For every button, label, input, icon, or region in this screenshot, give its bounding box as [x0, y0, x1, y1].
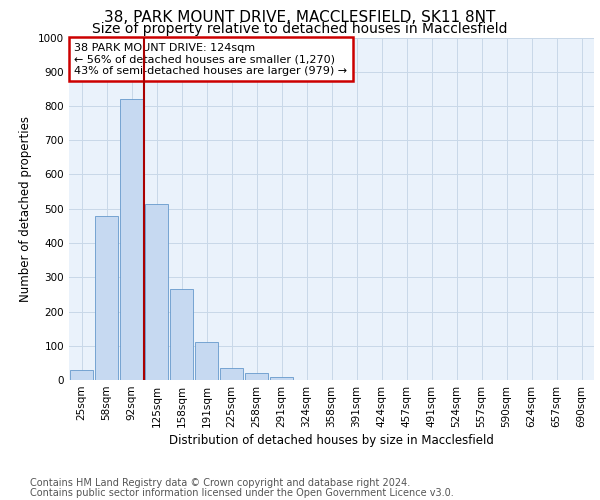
Text: 38, PARK MOUNT DRIVE, MACCLESFIELD, SK11 8NT: 38, PARK MOUNT DRIVE, MACCLESFIELD, SK11…	[104, 10, 496, 25]
Bar	[194, 342, 218, 380]
Bar	[95, 216, 118, 380]
Bar	[119, 99, 143, 380]
X-axis label: Distribution of detached houses by size in Macclesfield: Distribution of detached houses by size …	[169, 434, 494, 447]
Bar	[170, 289, 193, 380]
Text: 38 PARK MOUNT DRIVE: 124sqm
← 56% of detached houses are smaller (1,270)
43% of : 38 PARK MOUNT DRIVE: 124sqm ← 56% of det…	[74, 42, 347, 76]
Y-axis label: Number of detached properties: Number of detached properties	[19, 116, 32, 302]
Text: Contains HM Land Registry data © Crown copyright and database right 2024.: Contains HM Land Registry data © Crown c…	[30, 478, 410, 488]
Bar	[70, 370, 94, 380]
Text: Contains public sector information licensed under the Open Government Licence v3: Contains public sector information licen…	[30, 488, 454, 498]
Bar	[145, 204, 169, 380]
Text: Size of property relative to detached houses in Macclesfield: Size of property relative to detached ho…	[92, 22, 508, 36]
Bar	[269, 376, 293, 380]
Bar	[220, 368, 244, 380]
Bar	[245, 373, 268, 380]
